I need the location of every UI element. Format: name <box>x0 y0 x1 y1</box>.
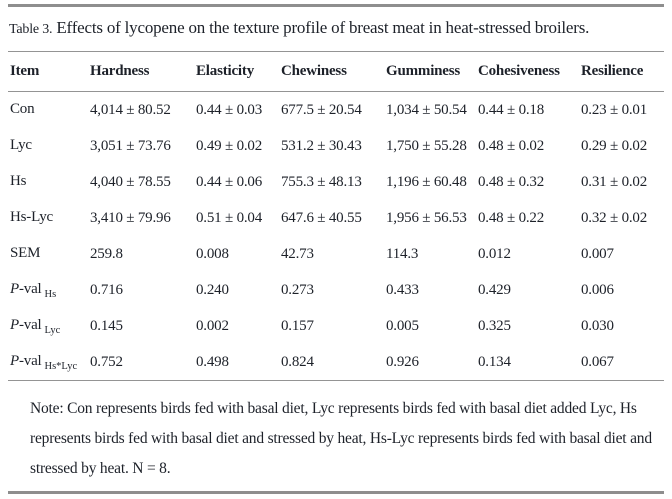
table-body: Con 4,014 ± 80.52 0.44 ± 0.03 677.5 ± 20… <box>8 92 664 381</box>
cell-hardness: 259.8 <box>90 245 123 262</box>
row-label: P-val Hs*Lyc <box>8 344 90 380</box>
cell-cohesiveness: 0.48 ± 0.02 <box>478 137 545 154</box>
table-note: Note: Con represents birds fed with basa… <box>30 400 652 477</box>
cell-chewiness: 0.273 <box>281 281 314 298</box>
cell-cohesiveness: 0.325 <box>478 317 511 334</box>
cell-chewiness: 42.73 <box>281 245 314 262</box>
cell-resilience: 0.030 <box>581 317 614 334</box>
cell-hardness: 0.752 <box>90 353 123 370</box>
row-label-prefix: P <box>10 280 19 297</box>
cell-cohesiveness: 0.44 ± 0.18 <box>478 101 545 118</box>
cell-gumminess: 1,034 ± 50.54 <box>386 101 467 118</box>
row-label: P-val Hs <box>8 272 90 308</box>
cell-resilience: 0.23 ± 0.01 <box>581 101 648 118</box>
cell-elasticity: 0.008 <box>196 245 229 262</box>
cell-cohesiveness: 0.429 <box>478 281 511 298</box>
cell-elasticity: 0.240 <box>196 281 229 298</box>
table-row-pval-hs: P-val Hs 0.716 0.240 0.273 0.433 0.429 0.… <box>8 272 664 308</box>
bottom-rule <box>8 491 664 494</box>
top-rule <box>8 4 664 7</box>
cell-hardness: 0.716 <box>90 281 123 298</box>
row-label: Lyc <box>8 128 90 164</box>
row-label-text: Hs <box>10 172 27 189</box>
cell-chewiness: 677.5 ± 20.54 <box>281 101 362 118</box>
cell-hardness: 3,410 ± 79.96 <box>90 209 171 226</box>
row-label-subscript: Hs*Lyc <box>44 360 78 372</box>
cell-gumminess: 1,956 ± 56.53 <box>386 209 467 226</box>
cell-resilience: 0.067 <box>581 353 614 370</box>
cell-hardness: 3,051 ± 73.76 <box>90 137 171 154</box>
col-header-chewiness: Chewiness <box>281 52 386 92</box>
cell-elasticity: 0.49 ± 0.02 <box>196 137 263 154</box>
row-label-text: SEM <box>10 244 41 261</box>
cell-elasticity: 0.44 ± 0.06 <box>196 173 263 190</box>
row-label-text: Hs-Lyc <box>10 208 53 225</box>
row-label-text: -val <box>18 280 42 297</box>
cell-elasticity: 0.44 ± 0.03 <box>196 101 263 118</box>
row-label-text: Con <box>10 100 35 117</box>
table-row-pval-hs-lyc: P-val Hs*Lyc 0.752 0.498 0.824 0.926 0.13… <box>8 344 664 380</box>
row-label-subscript: Lyc <box>44 324 61 336</box>
row-label: P-val Lyc <box>8 308 90 344</box>
table-row-hs: Hs 4,040 ± 78.55 0.44 ± 0.06 755.3 ± 48.… <box>8 164 664 200</box>
table-header: Item Hardness Elasticity Chewiness Gummi… <box>8 52 664 92</box>
cell-chewiness: 0.824 <box>281 353 314 370</box>
cell-hardness: 4,014 ± 80.52 <box>90 101 171 118</box>
cell-gumminess: 1,750 ± 55.28 <box>386 137 467 154</box>
cell-gumminess: 0.005 <box>386 317 419 334</box>
table-number: Table 3. <box>9 22 53 37</box>
row-label-prefix: P <box>10 316 19 333</box>
cell-resilience: 0.29 ± 0.02 <box>581 137 648 154</box>
table-caption: Table 3. Effects of lycopene on the text… <box>9 17 664 41</box>
cell-chewiness: 647.6 ± 40.55 <box>281 209 362 226</box>
cell-cohesiveness: 0.012 <box>478 245 511 262</box>
cell-hardness: 0.145 <box>90 317 123 334</box>
cell-gumminess: 114.3 <box>386 245 419 262</box>
row-label: Hs-Lyc <box>8 200 90 236</box>
cell-cohesiveness: 0.48 ± 0.32 <box>478 173 545 190</box>
table-row-con: Con 4,014 ± 80.52 0.44 ± 0.03 677.5 ± 20… <box>8 92 664 129</box>
cell-cohesiveness: 0.134 <box>478 353 511 370</box>
cell-elasticity: 0.498 <box>196 353 229 370</box>
table-row-pval-lyc: P-val Lyc 0.145 0.002 0.157 0.005 0.325 0… <box>8 308 664 344</box>
cell-resilience: 0.007 <box>581 245 614 262</box>
col-header-cohesiveness: Cohesiveness <box>478 52 581 92</box>
table-row-sem: SEM 259.8 0.008 42.73 114.3 0.012 0.007 <box>8 236 664 272</box>
row-label-subscript: Hs <box>44 288 57 300</box>
row-label: SEM <box>8 236 90 272</box>
texture-profile-table: Item Hardness Elasticity Chewiness Gummi… <box>8 52 664 380</box>
cell-chewiness: 531.2 ± 30.43 <box>281 137 362 154</box>
cell-resilience: 0.31 ± 0.02 <box>581 173 648 190</box>
cell-resilience: 0.32 ± 0.02 <box>581 209 648 226</box>
cell-chewiness: 755.3 ± 48.13 <box>281 173 362 190</box>
paper-table-figure: Table 3. Effects of lycopene on the text… <box>0 4 672 499</box>
header-row: Item Hardness Elasticity Chewiness Gummi… <box>8 52 664 92</box>
col-header-item: Item <box>8 52 90 92</box>
col-header-hardness: Hardness <box>90 52 196 92</box>
cell-chewiness: 0.157 <box>281 317 314 334</box>
cell-hardness: 4,040 ± 78.55 <box>90 173 171 190</box>
cell-resilience: 0.006 <box>581 281 614 298</box>
row-label: Con <box>8 92 90 129</box>
cell-gumminess: 1,196 ± 60.48 <box>386 173 467 190</box>
cell-elasticity: 0.51 ± 0.04 <box>196 209 263 226</box>
row-label-text: -val <box>18 352 42 369</box>
row-label-text: -val <box>18 316 42 333</box>
table-bottom-rule <box>8 380 664 381</box>
col-header-elasticity: Elasticity <box>196 52 281 92</box>
row-label-prefix: P <box>10 352 19 369</box>
table-row-hs-lyc: Hs-Lyc 3,410 ± 79.96 0.51 ± 0.04 647.6 ±… <box>8 200 664 236</box>
caption-divider-rule <box>8 51 664 52</box>
cell-elasticity: 0.002 <box>196 317 229 334</box>
col-header-resilience: Resilience <box>581 52 664 92</box>
table-title-text: Effects of lycopene on the texture profi… <box>56 18 590 37</box>
table-row-lyc: Lyc 3,051 ± 73.76 0.49 ± 0.02 531.2 ± 30… <box>8 128 664 164</box>
cell-gumminess: 0.926 <box>386 353 419 370</box>
row-label: Hs <box>8 164 90 200</box>
cell-gumminess: 0.433 <box>386 281 419 298</box>
cell-cohesiveness: 0.48 ± 0.22 <box>478 209 545 226</box>
row-label-text: Lyc <box>10 136 32 153</box>
col-header-gumminess: Gumminess <box>386 52 478 92</box>
